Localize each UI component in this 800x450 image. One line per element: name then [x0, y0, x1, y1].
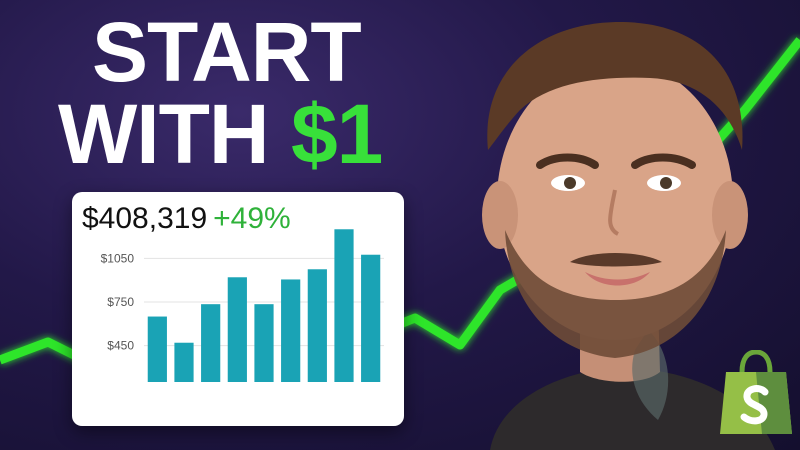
headline: START WITH $1 — [0, 0, 470, 190]
revenue-header: $408,319 +49% — [82, 202, 291, 236]
bar — [334, 229, 354, 382]
bar — [174, 342, 194, 382]
headline-line-2-prefix: WITH — [58, 87, 291, 181]
y-tick-label: $750 — [107, 295, 134, 309]
shopify-bag-icon — [720, 350, 792, 434]
revenue-amount: $408,319 — [82, 202, 208, 235]
bar — [361, 254, 381, 382]
bar — [254, 304, 274, 382]
y-tick-label: $450 — [107, 339, 134, 353]
revenue-card: $408,319 +49% $1050 $750 $450 — [72, 192, 404, 426]
revenue-change: +49% — [213, 202, 291, 235]
bar — [227, 277, 247, 382]
revenue-bar-chart: $1050 $750 $450 — [101, 229, 384, 382]
bar — [307, 269, 327, 382]
bar — [281, 279, 301, 382]
bar — [147, 316, 167, 382]
y-tick-label: $1050 — [101, 251, 135, 265]
headline-line-2: WITH $1 — [58, 92, 383, 176]
headline-line-1: START — [92, 5, 362, 99]
headline-dollar-accent: $1 — [290, 87, 383, 181]
bar — [201, 304, 221, 382]
presenter-portrait — [482, 22, 775, 450]
